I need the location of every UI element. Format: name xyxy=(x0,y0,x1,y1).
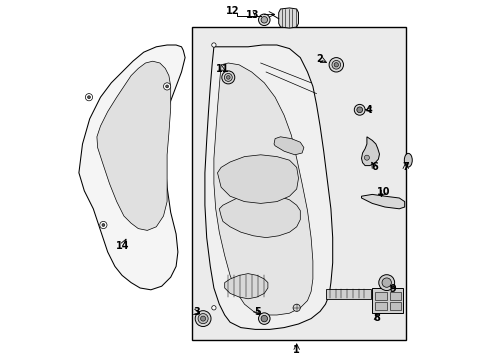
Polygon shape xyxy=(79,45,185,290)
Circle shape xyxy=(258,313,269,324)
Text: 9: 9 xyxy=(388,284,395,294)
Text: 3: 3 xyxy=(193,307,200,318)
Text: 8: 8 xyxy=(373,312,380,323)
Circle shape xyxy=(378,275,394,291)
Circle shape xyxy=(356,107,362,113)
Bar xyxy=(374,302,386,310)
Text: 14: 14 xyxy=(116,240,130,251)
Circle shape xyxy=(292,304,300,311)
Circle shape xyxy=(102,224,104,226)
Polygon shape xyxy=(273,137,303,155)
Circle shape xyxy=(258,14,269,26)
Bar xyxy=(389,302,400,310)
Circle shape xyxy=(211,306,216,310)
Text: 1: 1 xyxy=(293,345,300,355)
Text: 13: 13 xyxy=(245,10,259,20)
Text: 11: 11 xyxy=(216,64,229,74)
Text: 10: 10 xyxy=(376,186,390,197)
Circle shape xyxy=(195,311,211,327)
Polygon shape xyxy=(224,274,267,299)
Circle shape xyxy=(381,278,390,287)
Circle shape xyxy=(222,71,234,84)
Text: 5: 5 xyxy=(254,307,261,318)
Circle shape xyxy=(331,60,340,69)
Circle shape xyxy=(333,63,338,67)
Circle shape xyxy=(87,96,90,99)
Circle shape xyxy=(354,104,365,115)
Text: 12: 12 xyxy=(226,6,239,16)
Circle shape xyxy=(200,316,205,321)
Polygon shape xyxy=(361,137,379,166)
Polygon shape xyxy=(219,194,300,238)
Text: 4: 4 xyxy=(365,105,371,115)
Bar xyxy=(325,289,370,299)
Ellipse shape xyxy=(404,153,411,167)
Polygon shape xyxy=(213,63,312,315)
Circle shape xyxy=(261,17,267,23)
Bar xyxy=(192,27,406,340)
Polygon shape xyxy=(278,8,298,28)
Circle shape xyxy=(165,85,168,88)
Bar xyxy=(374,292,386,300)
Circle shape xyxy=(211,43,216,47)
Circle shape xyxy=(198,314,208,324)
Polygon shape xyxy=(361,194,404,209)
Text: 7: 7 xyxy=(402,162,408,172)
Bar xyxy=(389,292,400,300)
Circle shape xyxy=(261,315,267,322)
Circle shape xyxy=(364,155,368,160)
Circle shape xyxy=(100,221,107,229)
Text: 6: 6 xyxy=(371,162,377,172)
Polygon shape xyxy=(97,61,170,230)
Bar xyxy=(371,288,402,313)
Circle shape xyxy=(328,58,343,72)
Polygon shape xyxy=(217,155,298,203)
Circle shape xyxy=(163,83,170,90)
Circle shape xyxy=(224,73,232,81)
Circle shape xyxy=(226,76,230,79)
Polygon shape xyxy=(204,45,332,329)
Circle shape xyxy=(85,94,92,101)
Text: 2: 2 xyxy=(316,54,323,64)
